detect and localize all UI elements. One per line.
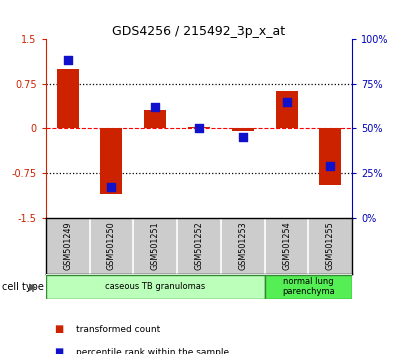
Text: GSM501255: GSM501255 [326,222,335,270]
Bar [232,129,254,131]
Bar [144,110,166,129]
Point [327,163,334,169]
FancyBboxPatch shape [265,275,352,299]
Point [152,104,158,110]
Text: ■: ■ [54,324,63,334]
Text: normal lung
parenchyma: normal lung parenchyma [282,277,335,296]
Text: GSM501254: GSM501254 [282,222,291,270]
Text: caseous TB granulomas: caseous TB granulomas [105,282,205,291]
Bar [101,129,123,194]
Title: GDS4256 / 215492_3p_x_at: GDS4256 / 215492_3p_x_at [113,25,285,38]
Text: GSM501250: GSM501250 [107,222,116,270]
Text: GSM501252: GSM501252 [195,222,203,270]
Text: transformed count: transformed count [76,325,160,334]
Point [240,135,246,140]
FancyBboxPatch shape [46,275,265,299]
Point [64,58,71,63]
Text: GSM501253: GSM501253 [238,222,247,270]
Text: GSM501251: GSM501251 [151,222,160,270]
Point [283,99,290,104]
Bar [188,127,210,129]
Text: GSM501249: GSM501249 [63,222,72,270]
Bar [320,129,341,185]
Point [196,126,202,131]
Text: percentile rank within the sample: percentile rank within the sample [76,348,229,354]
Text: ■: ■ [54,347,63,354]
Text: ▶: ▶ [29,282,37,292]
Bar [57,69,79,129]
Point [108,184,115,190]
Bar [276,91,298,129]
Text: cell type: cell type [2,282,44,292]
